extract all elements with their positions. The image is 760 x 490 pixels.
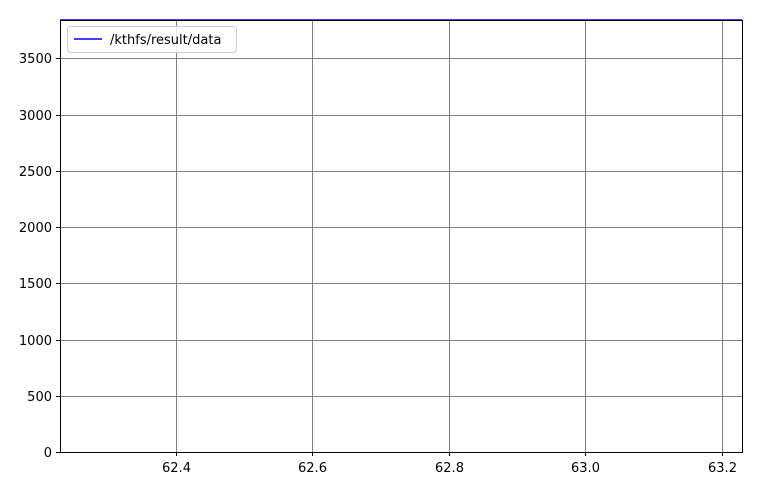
y-tick-label: 3000 — [19, 109, 52, 124]
y-axis: 0 500 1000 1500 2000 2500 3000 3500 — [19, 52, 60, 461]
y-tick-label: 1500 — [19, 277, 52, 292]
plot-frame — [60, 20, 743, 453]
x-axis: 62.4 62.6 62.8 63.0 63.2 — [162, 452, 737, 476]
y-tick-label: 500 — [27, 390, 52, 405]
x-tick-label: 62.8 — [435, 461, 464, 476]
legend-label: /kthfs/result/data — [110, 33, 221, 48]
x-tick-label: 63.0 — [571, 461, 600, 476]
legend: /kthfs/result/data — [67, 26, 237, 53]
y-tick-label: 1000 — [19, 334, 52, 349]
grid-lines — [60, 20, 742, 453]
legend-box — [67, 26, 237, 53]
x-tick-label: 62.4 — [162, 461, 191, 476]
x-tick-label: 63.2 — [708, 461, 737, 476]
y-tick-label: 0 — [44, 446, 52, 461]
y-tick-label: 2500 — [19, 165, 52, 180]
x-tick-label: 62.6 — [298, 461, 327, 476]
y-tick-label: 2000 — [19, 221, 52, 236]
y-tick-label: 3500 — [19, 52, 52, 67]
